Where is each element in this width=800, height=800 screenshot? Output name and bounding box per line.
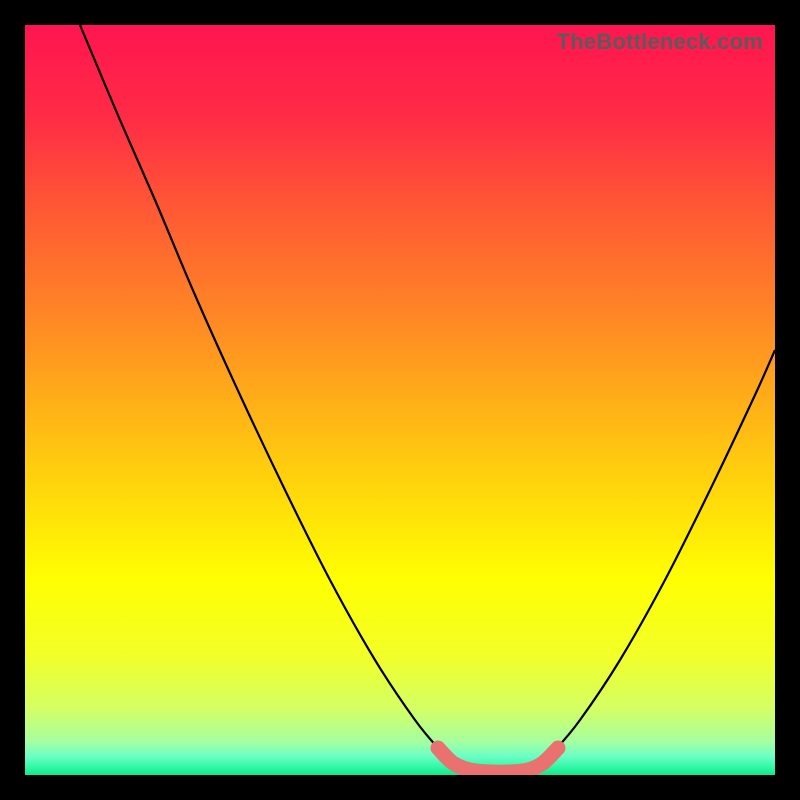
watermark-text: TheBottleneck.com bbox=[557, 29, 763, 55]
chart-frame: TheBottleneck.com bbox=[0, 0, 800, 800]
main-curve bbox=[80, 25, 775, 771]
bottom-accent-curve bbox=[438, 748, 558, 772]
plot-area: TheBottleneck.com bbox=[25, 25, 775, 775]
curves-svg bbox=[25, 25, 775, 775]
